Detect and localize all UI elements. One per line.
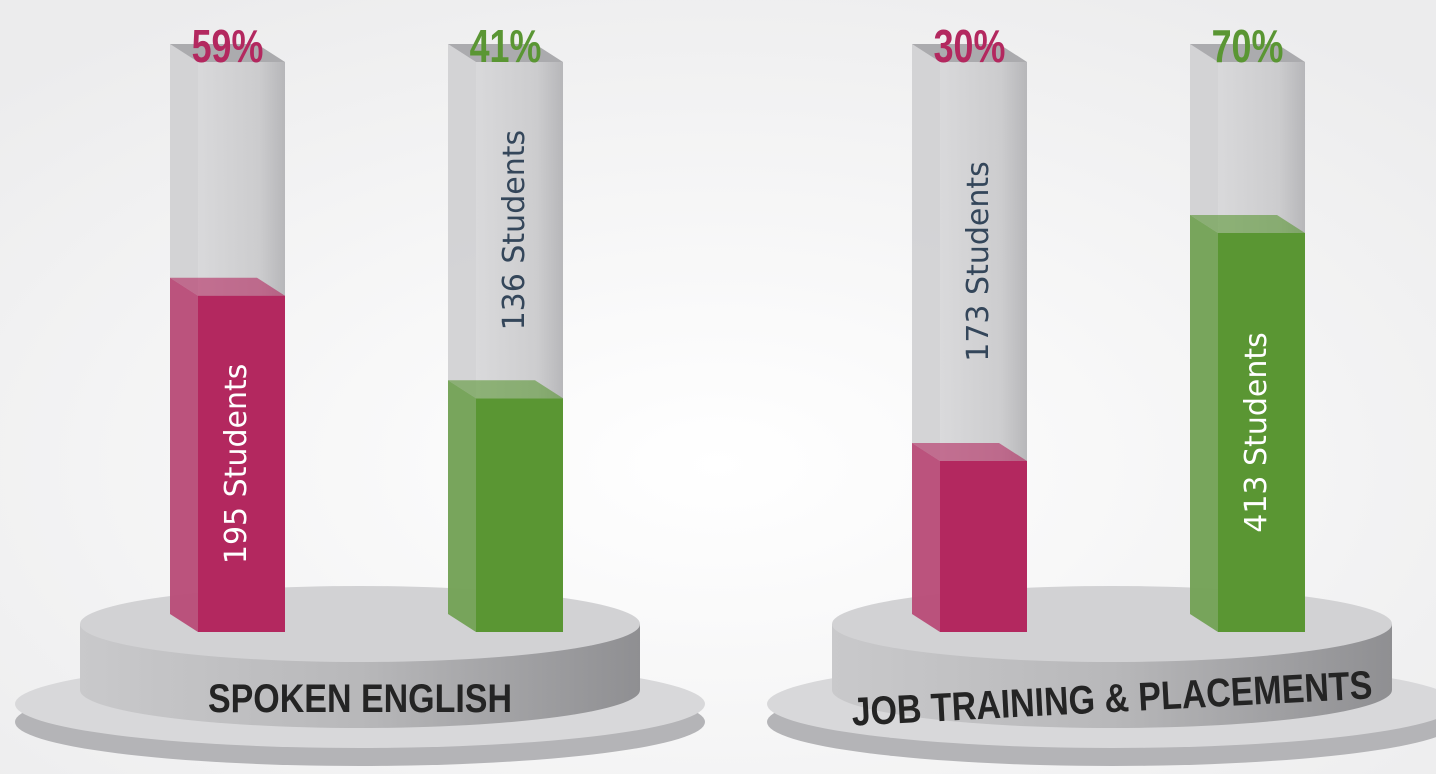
bar-top (1190, 215, 1305, 233)
value-label: 41% (470, 21, 542, 72)
value-label: 70% (1212, 21, 1284, 72)
count-label: 136 Students (497, 130, 532, 331)
bar-side (448, 380, 476, 632)
bar (1190, 215, 1305, 632)
value-label: 30% (934, 21, 1006, 72)
tube-top (170, 44, 285, 62)
value-label: 59% (192, 21, 264, 72)
bar (170, 277, 285, 632)
pedestal-bottom (80, 652, 640, 728)
bar (912, 443, 1027, 632)
bar-side (912, 443, 940, 632)
bar-front (940, 461, 1027, 632)
bar-top (170, 277, 285, 296)
bar-top (448, 380, 563, 399)
bar (448, 380, 563, 632)
bar-front (1218, 233, 1305, 632)
tube-top (1190, 44, 1305, 62)
bar-front (198, 295, 285, 632)
bar-side (1190, 215, 1218, 632)
tube-top (912, 44, 1027, 62)
count-label: 173 Students (961, 161, 996, 362)
tube-top (448, 44, 563, 62)
chart-title: SPOKEN ENGLISH (208, 675, 512, 720)
bar-side (170, 277, 198, 632)
count-label: 413 Students (1239, 332, 1274, 533)
pedestal-bottom (832, 652, 1392, 728)
bar-front (476, 398, 563, 632)
bar-top (912, 443, 1027, 461)
count-label: 195 Students (219, 364, 254, 565)
